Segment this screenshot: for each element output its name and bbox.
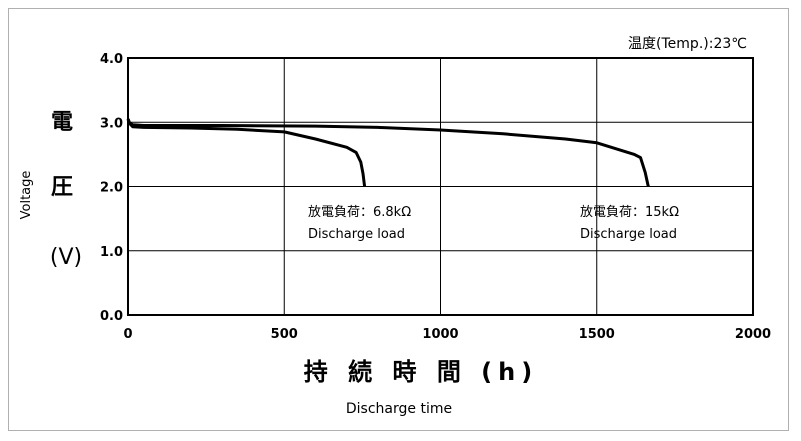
x-axis-label-en: Discharge time [346,401,452,417]
y-tick-label: 0.0 [100,309,123,324]
y-tick-label: 4.0 [100,52,123,67]
x-axis-label-jp: 持 続 時 間 (h) [304,358,538,386]
series-2-load-jp: 放電負荷：15kΩ [580,205,679,220]
x-tick-label: 500 [271,327,298,342]
series-lines [126,118,650,187]
y-tick-label: 2.0 [100,181,123,196]
y-axis-label-jp-1: 電 [51,110,73,135]
series-1-load-en: Discharge load [308,227,405,242]
y-axis-label-en: Voltage [19,171,34,220]
series-1-load-jp: 放電負荷：6.8kΩ [308,205,411,220]
y-tick-labels: 0.0 1.0 2.0 3.0 4.0 [100,52,123,324]
series-2-load-en: Discharge load [580,227,677,242]
y-axis-label-jp-3: (V) [50,245,82,270]
grid-lines [128,58,753,315]
temperature-note: 温度(Temp.):23℃ [628,36,747,52]
chart-frame [8,8,789,431]
x-tick-labels: 0 500 1000 1500 2000 [123,327,771,342]
y-axis-label-jp-2: 圧 [51,175,73,200]
x-tick-label: 0 [123,327,132,342]
y-tick-label: 1.0 [100,245,123,260]
series-line-1 [126,118,367,187]
y-tick-label: 3.0 [100,116,123,131]
x-tick-label: 1500 [579,327,615,342]
plot-area [127,57,754,316]
series-line-2 [126,118,650,187]
x-tick-label: 1000 [422,327,458,342]
x-tick-label: 2000 [735,327,771,342]
